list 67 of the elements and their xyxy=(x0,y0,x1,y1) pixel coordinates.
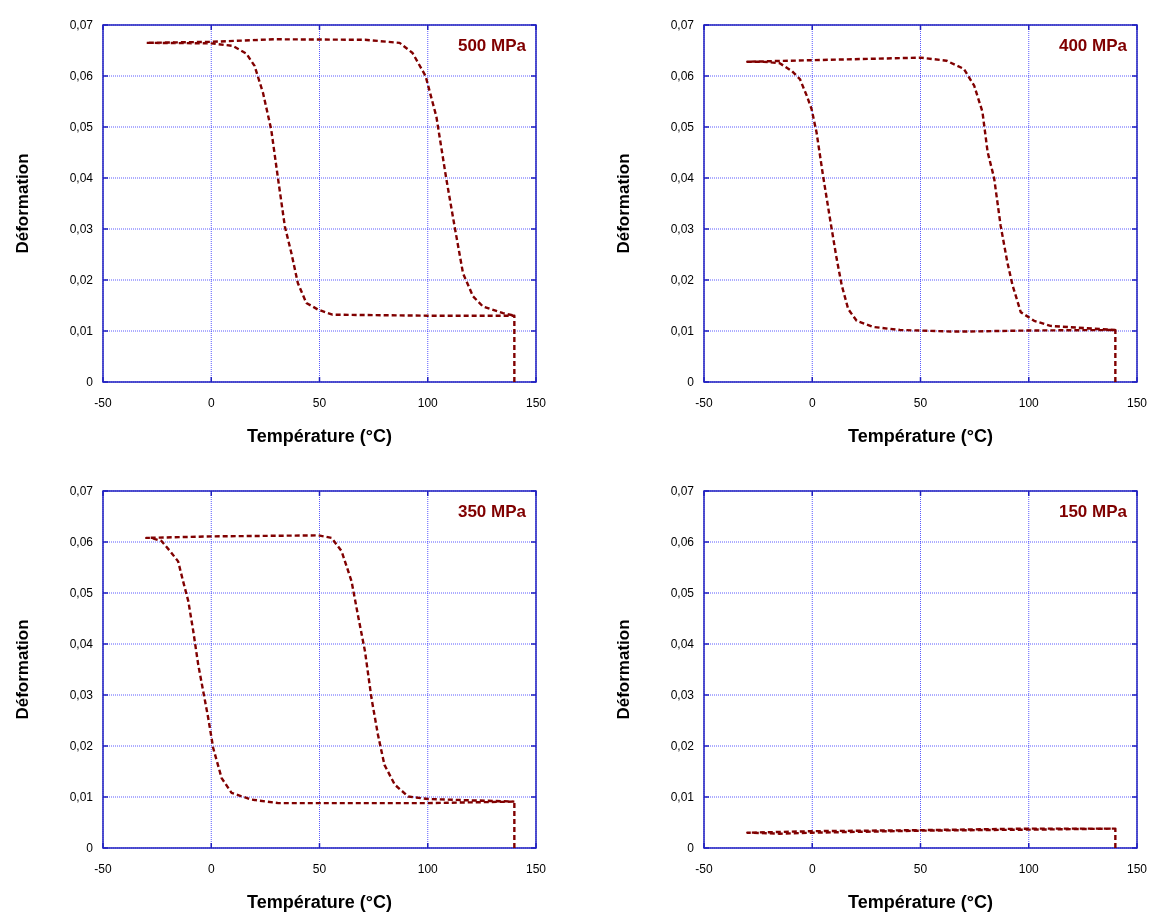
annotation: 500 MPa xyxy=(457,36,527,55)
y-tick-label: 0,04 xyxy=(69,637,94,652)
y-tick-label: 0 xyxy=(687,841,695,856)
y-tick-label: 0,07 xyxy=(670,18,695,33)
y-tick-label: 0,05 xyxy=(670,120,695,135)
y-tick-label: 0 xyxy=(86,841,94,856)
x-tick-label: 100 xyxy=(1018,396,1040,410)
y-axis-title: Déformation xyxy=(614,153,633,254)
y-tick-label: 0,02 xyxy=(670,273,695,288)
y-axis-title: Déformation xyxy=(614,619,633,720)
y-tick-label: 0,05 xyxy=(670,586,695,601)
x-tick-label: 100 xyxy=(417,862,439,876)
x-axis-title: Température (°C) xyxy=(247,426,392,446)
x-tick-label: 50 xyxy=(312,862,327,876)
y-tick-label: 0,03 xyxy=(69,688,94,703)
x-tick-label: -50 xyxy=(695,396,713,410)
y-tick-label: 0,06 xyxy=(69,69,94,84)
x-tick-label: 50 xyxy=(312,396,327,410)
y-tick-label: 0,05 xyxy=(69,120,94,135)
y-tick-label: 0,01 xyxy=(670,324,695,339)
line-series xyxy=(746,56,1117,384)
y-tick-label: 0,04 xyxy=(670,637,695,652)
annotation: 150 MPa xyxy=(1058,502,1128,521)
y-tick-label: 0,01 xyxy=(670,790,695,805)
x-tick-label: 150 xyxy=(1126,396,1148,410)
y-tick-label: 0,02 xyxy=(69,273,94,288)
x-tick-label: -50 xyxy=(94,396,112,410)
y-tick-label: 0,04 xyxy=(670,171,695,186)
annotation: 350 MPa xyxy=(457,502,527,521)
x-axis-title: Température (°C) xyxy=(247,892,392,912)
y-tick-label: 0,02 xyxy=(670,739,695,754)
x-tick-label: 150 xyxy=(525,396,547,410)
x-tick-label: -50 xyxy=(695,862,713,876)
y-tick-label: 0,06 xyxy=(670,69,695,84)
x-tick-label: 50 xyxy=(913,862,928,876)
x-tick-label: 100 xyxy=(1018,862,1040,876)
y-tick-label: 0 xyxy=(86,375,94,390)
x-tick-label: 50 xyxy=(913,396,928,410)
y-tick-label: 0,02 xyxy=(69,739,94,754)
y-tick-label: 0 xyxy=(687,375,695,390)
x-tick-label: 150 xyxy=(1126,862,1148,876)
x-axis-title: Température (°C) xyxy=(848,426,993,446)
x-tick-label: 0 xyxy=(808,862,816,876)
line-series xyxy=(746,827,1117,850)
x-tick-label: 100 xyxy=(417,396,439,410)
y-axis-title: Déformation xyxy=(13,153,32,254)
y-tick-label: 0,03 xyxy=(69,222,94,237)
y-tick-label: 0,03 xyxy=(670,688,695,703)
annotation: 400 MPa xyxy=(1058,36,1128,55)
x-tick-label: 0 xyxy=(808,396,816,410)
x-axis-title: Température (°C) xyxy=(848,892,993,912)
x-tick-label: -50 xyxy=(94,862,112,876)
x-tick-label: 150 xyxy=(525,862,547,876)
y-axis-title: Déformation xyxy=(13,619,32,720)
y-tick-label: 0,06 xyxy=(670,535,695,550)
y-tick-label: 0,05 xyxy=(69,586,94,601)
y-tick-label: 0,01 xyxy=(69,324,94,339)
line-series xyxy=(145,534,516,850)
x-tick-label: 0 xyxy=(207,396,215,410)
y-tick-label: 0,07 xyxy=(69,18,94,33)
y-tick-label: 0,06 xyxy=(69,535,94,550)
y-tick-label: 0,04 xyxy=(69,171,94,186)
y-tick-label: 0,07 xyxy=(69,484,94,499)
y-tick-label: 0,03 xyxy=(670,222,695,237)
y-tick-label: 0,07 xyxy=(670,484,695,499)
x-tick-label: 0 xyxy=(207,862,215,876)
y-tick-label: 0,01 xyxy=(69,790,94,805)
